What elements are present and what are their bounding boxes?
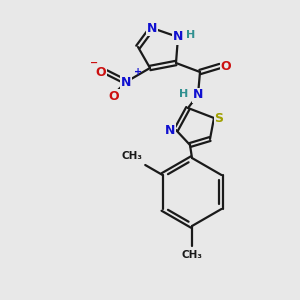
Text: N: N [147,22,157,34]
Text: N: N [121,76,131,88]
Text: O: O [221,59,231,73]
Text: CH₃: CH₃ [182,250,203,260]
Text: +: + [134,67,142,77]
Text: H: H [179,89,189,99]
Text: N: N [173,31,183,44]
Text: O: O [109,89,119,103]
Text: O: O [96,65,106,79]
Text: N: N [193,88,203,101]
Text: −: − [90,58,98,68]
Text: S: S [214,112,224,124]
Text: N: N [165,124,175,136]
Text: CH₃: CH₃ [121,151,142,161]
Text: H: H [186,30,196,40]
